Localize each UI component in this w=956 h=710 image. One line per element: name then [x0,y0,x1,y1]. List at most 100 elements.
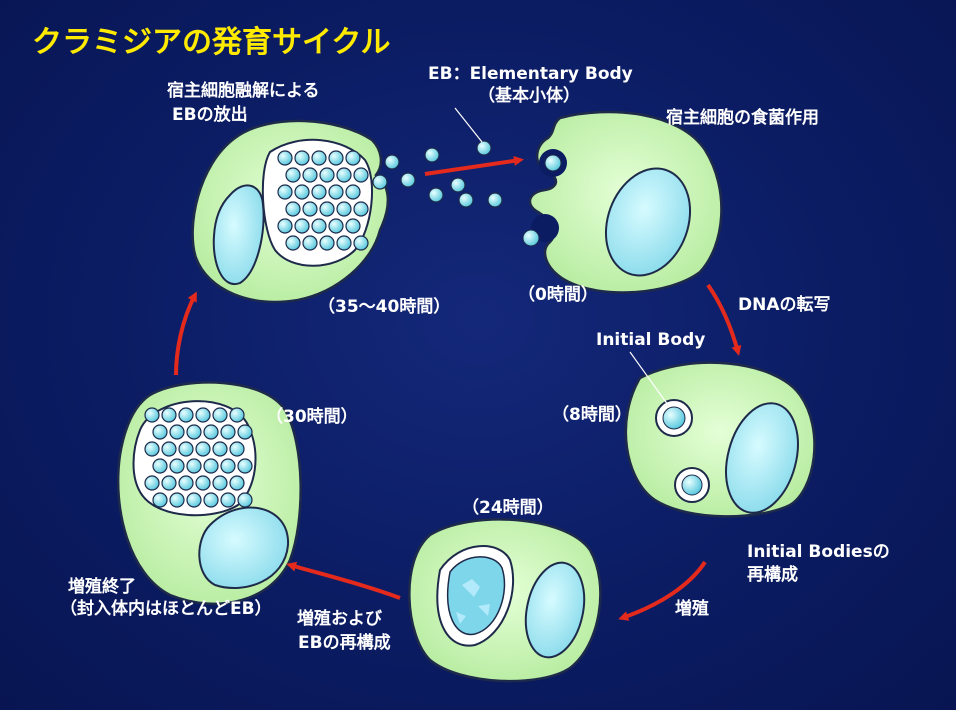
eb-particle [294,150,310,166]
eb-particle [237,492,253,508]
arrow-release-to-phagocytosis [424,155,524,176]
time-0-label: （0時間） [518,284,598,305]
eb-particle [186,458,202,474]
eb-particle [277,218,293,234]
eb-particle [294,184,310,200]
eb-particle [319,167,335,183]
eb-particle [220,492,236,508]
eb-particle [169,424,185,440]
eb-particle [319,235,335,251]
eb-label-line2: （基本小体） [478,85,580,106]
eb-particle [203,458,219,474]
eb-particle [285,167,301,183]
eb-particle [212,407,228,423]
time-35-40-label: （35～40時間） [318,296,450,317]
eb-particle [285,235,301,251]
eb-particle [152,492,168,508]
eb-particle [353,167,369,183]
eb-particle [424,147,440,163]
eb-particle [345,150,361,166]
prolif-eb-label-line2: EBの再構成 [298,632,391,653]
proliferation-label: 増殖 [675,598,709,619]
arrow-8h-to-24h [618,560,707,621]
inclusion-ebs-35h [277,150,369,251]
eb-particle [178,475,194,491]
eb-particle [311,184,327,200]
release-label-line2: EBの放出 [172,104,248,125]
eb-particle [195,407,211,423]
eb-label-line1: EB：Elementary Body [428,64,633,84]
eb-particle [237,458,253,474]
eb-particle [152,458,168,474]
time-24-label: （24時間） [462,497,554,518]
end-label-line2: （封入体内はほとんどEB） [60,598,272,619]
cell-8h [624,361,816,518]
eb-particle [229,441,245,457]
cell-24h [408,518,602,683]
eb-particle [285,201,301,217]
cell-30h [116,381,302,606]
eb-particle [311,150,327,166]
phagocytosis-label: 宿主細胞の食菌作用 [666,107,819,128]
eb-particle [353,201,369,217]
eb-particle [152,424,168,440]
arrow-24h-to-30h [286,561,401,600]
prolif-eb-label-line1: 増殖および [297,608,382,629]
cell-0h [522,110,723,294]
eb-particle [277,150,293,166]
time-8-label: （8時間） [552,404,632,425]
eb-particle [487,192,503,208]
eb-particle [178,441,194,457]
eb-particle [328,150,344,166]
eb-particle [277,184,293,200]
release-label-line1: 宿主細胞融解による [167,80,320,101]
reorg-label-line2: 再構成 [747,564,798,585]
eb-particle [144,475,160,491]
eb-particle [345,184,361,200]
initial-body-pointer-line [629,351,669,406]
eb-particle [195,475,211,491]
eb-particle [336,167,352,183]
eb-particle [161,475,177,491]
eb-particle [400,172,416,188]
eb-particle [212,441,228,457]
dna-transcription-label: DNAの転写 [738,294,831,315]
eb-particle [237,424,253,440]
eb-particle [186,424,202,440]
eb-particle [178,407,194,423]
eb-particle [311,218,327,234]
eb-particle [229,407,245,423]
eb-particle [319,201,335,217]
eb-particle [450,177,466,193]
eb-particle [161,407,177,423]
eb-pointer-line [454,107,483,143]
eb-particle [336,201,352,217]
arrow-30h-to-35h [174,291,197,376]
cycle-arrows [174,155,742,621]
diagram-title: クラミジアの発育サイクル [32,25,391,60]
released-eb-particles [372,140,503,208]
eb-particle [372,174,388,190]
eb-particle [458,192,474,208]
eb-particle [144,441,160,457]
eb-particle [336,235,352,251]
eb-particle [302,201,318,217]
eb-particle [220,424,236,440]
eb-particle [212,475,228,491]
eb-particle [169,458,185,474]
reorg-label-line1: Initial Bodiesの [747,542,890,562]
arrow-0h-to-8h [706,283,742,356]
eb-particle [144,407,160,423]
eb-particle [302,235,318,251]
eb-particle [428,187,444,203]
eb-particle [229,475,245,491]
inclusion-ebs-30h [144,407,253,508]
eb-particle [203,492,219,508]
eb-particle [294,218,310,234]
eb-particle [169,492,185,508]
time-30-label: （30時間） [266,406,358,427]
eb-particle [203,424,219,440]
eb-particle [384,154,400,170]
